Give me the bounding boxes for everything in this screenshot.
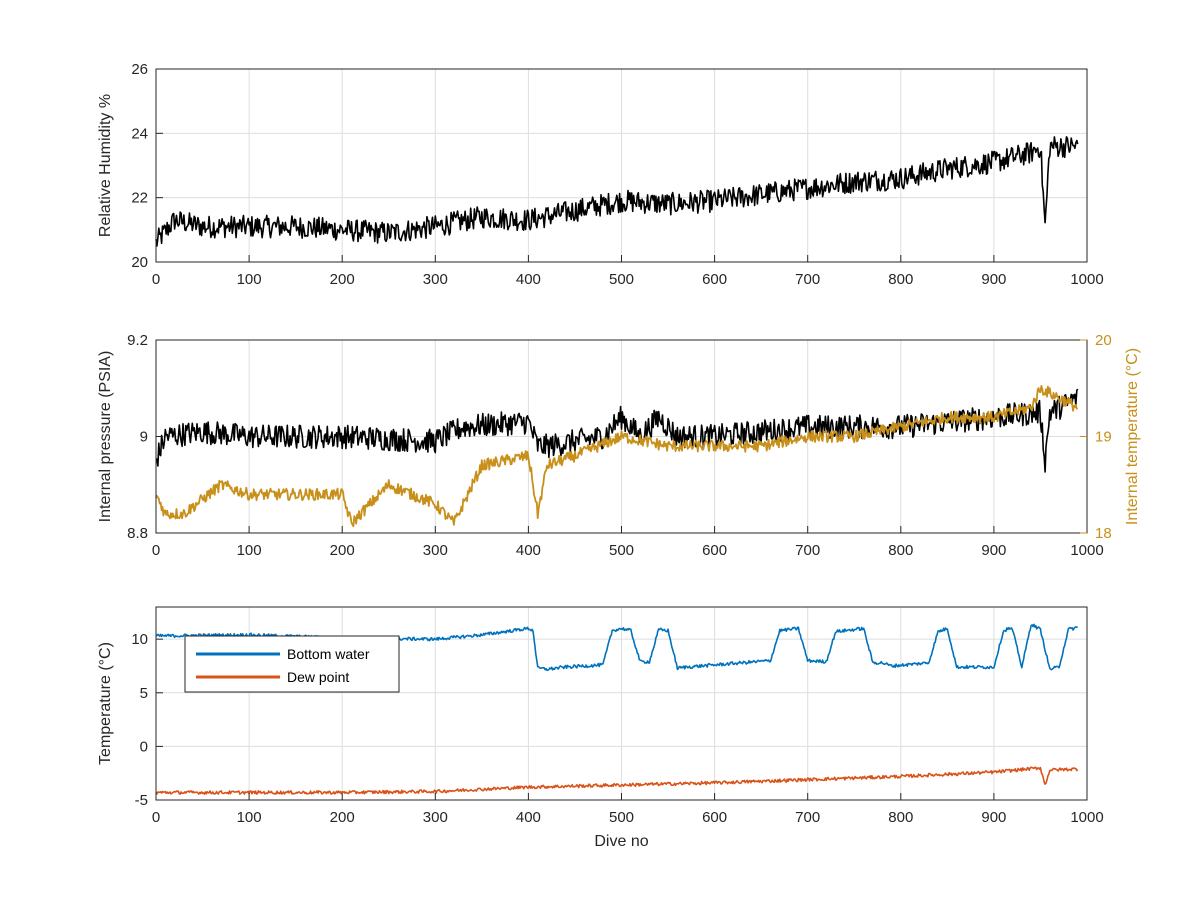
x-tick-label: 800 [888, 271, 913, 288]
internal-temperature-y-axis-label: Internal temperature (°C) [1124, 348, 1141, 525]
temperature-y-axis-label: Temperature (°C) [97, 642, 114, 765]
x-tick-label: 900 [981, 542, 1006, 559]
y-tick-label: 10 [131, 631, 148, 648]
y-tick-label: 0 [140, 738, 148, 755]
y-tick-label: 9.2 [127, 332, 148, 349]
humidity-series [155, 136, 1079, 247]
pressure-temperature-series [155, 385, 1079, 528]
x-tick-label: 500 [609, 271, 634, 288]
legend-label-dew-point: Dew point [287, 669, 349, 685]
x-tick-label: 100 [237, 542, 262, 559]
x-tick-label: 0 [152, 271, 160, 288]
x-tick-label: 100 [237, 809, 262, 826]
y2-tick-label: 20 [1095, 332, 1112, 349]
y-tick-label: -5 [135, 792, 148, 809]
humidity-ticks: 0 100 200 300 400 500 600 700 800 900 1000 20 22 24 26 [131, 61, 1103, 288]
x-tick-label: 600 [702, 271, 727, 288]
x-tick-label: 0 [152, 809, 160, 826]
legend-label-bottom-water: Bottom water [287, 646, 370, 662]
x-tick-label: 400 [516, 542, 541, 559]
pressure-temperature-panel: 0 100 200 300 400 500 600 700 800 900 1000 8.8 9 9.2 1… [97, 332, 1141, 559]
y-tick-label: 9 [140, 429, 148, 446]
x-tick-label: 300 [423, 809, 448, 826]
series-line-0 [155, 388, 1079, 473]
x-tick-label: 700 [795, 542, 820, 559]
x-tick-label: 400 [516, 809, 541, 826]
humidity-y-axis-label: Relative Humidity % [97, 94, 114, 237]
y-tick-label: 20 [131, 254, 148, 271]
x-tick-label: 200 [330, 542, 355, 559]
x-tick-label: 600 [702, 809, 727, 826]
x-tick-label: 400 [516, 271, 541, 288]
y-tick-label: 24 [131, 125, 148, 142]
x-tick-label: 800 [888, 542, 913, 559]
series-line-1 [155, 766, 1079, 795]
series-line-0 [155, 136, 1079, 247]
x-tick-label: 300 [423, 271, 448, 288]
x-tick-label: 0 [152, 542, 160, 559]
x-tick-label: 900 [981, 271, 1006, 288]
x-tick-label: 1000 [1070, 542, 1103, 559]
y-tick-label: 22 [131, 190, 148, 207]
x-tick-label: 500 [609, 542, 634, 559]
legend-box [184, 635, 400, 693]
y-tick-label: 5 [140, 685, 148, 702]
y2-tick-label: 19 [1095, 429, 1112, 446]
y-tick-label: 8.8 [127, 525, 148, 542]
x-tick-label: 200 [330, 809, 355, 826]
x-tick-label: 800 [888, 809, 913, 826]
x-tick-label: 1000 [1070, 809, 1103, 826]
x-tick-label: 700 [795, 809, 820, 826]
x-tick-label: 500 [609, 809, 634, 826]
x-tick-label: 700 [795, 271, 820, 288]
y2-tick-label: 18 [1095, 525, 1112, 542]
x-tick-label: 200 [330, 271, 355, 288]
x-tick-label: 100 [237, 271, 262, 288]
series-line-1 [155, 385, 1079, 528]
pressure-ticks: 0 100 200 300 400 500 600 700 800 900 1000 8.8 9 9.2 1… [127, 332, 1112, 559]
x-tick-label: 300 [423, 542, 448, 559]
x-tick-label: 600 [702, 542, 727, 559]
x-tick-label: 1000 [1070, 271, 1103, 288]
humidity-panel: 0 100 200 300 400 500 600 700 800 900 1000 20 22 24 26… [97, 61, 1104, 288]
dive-no-x-axis-label: Dive no [594, 833, 648, 850]
temperature-legend: Bottom water Dew point [184, 635, 400, 693]
x-tick-label: 900 [981, 809, 1006, 826]
y-tick-label: 26 [131, 61, 148, 78]
pressure-y-axis-label: Internal pressure (PSIA) [97, 351, 114, 523]
